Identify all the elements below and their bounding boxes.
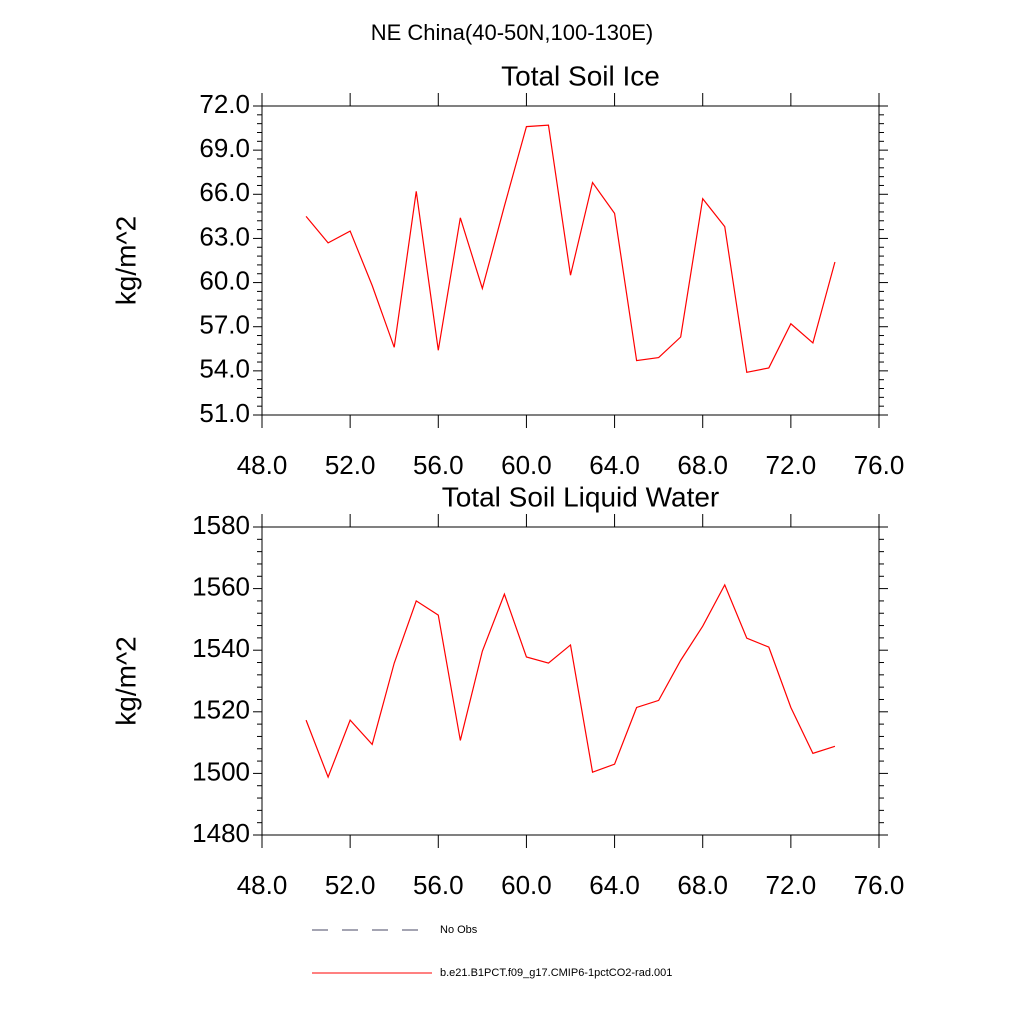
data-line bbox=[305, 124, 836, 374]
x-tick-label: 56.0 bbox=[413, 450, 464, 480]
figure-title: NE China(40-50N,100-130E) bbox=[371, 20, 654, 45]
x-tick-label: 64.0 bbox=[589, 450, 640, 480]
y-tick-label: 1580 bbox=[192, 510, 250, 540]
y-tick-label: 1500 bbox=[192, 756, 250, 786]
y-tick-label: 72.0 bbox=[199, 89, 250, 119]
legend-label: b.e21.B1PCT.f09_g17.CMIP6-1pctCO2-rad.00… bbox=[440, 967, 672, 979]
x-tick-label: 48.0 bbox=[237, 870, 288, 900]
x-tick-label: 60.0 bbox=[501, 450, 552, 480]
y-tick-label: 69.0 bbox=[199, 133, 250, 163]
y-tick-label: 1520 bbox=[192, 695, 250, 725]
panel-title: Total Soil Liquid Water bbox=[442, 481, 720, 512]
x-tick-label: 76.0 bbox=[854, 450, 905, 480]
x-tick-label: 60.0 bbox=[501, 870, 552, 900]
plot-frame bbox=[261, 105, 880, 416]
x-tick-label: 76.0 bbox=[854, 870, 905, 900]
x-tick-label: 72.0 bbox=[766, 450, 817, 480]
x-tick-label: 52.0 bbox=[325, 450, 376, 480]
x-tick-label: 68.0 bbox=[677, 450, 728, 480]
y-tick-label: 1560 bbox=[192, 571, 250, 601]
y-axis-label: kg/m^2 bbox=[110, 636, 141, 725]
y-tick-label: 1540 bbox=[192, 633, 250, 663]
y-tick-label: 54.0 bbox=[199, 354, 250, 384]
y-tick-label: 63.0 bbox=[199, 221, 250, 251]
x-tick-label: 64.0 bbox=[589, 870, 640, 900]
y-axis-label: kg/m^2 bbox=[110, 216, 141, 305]
x-tick-label: 48.0 bbox=[237, 450, 288, 480]
x-tick-label: 56.0 bbox=[413, 870, 464, 900]
data-line bbox=[305, 583, 836, 779]
plot-frame bbox=[261, 526, 880, 836]
y-tick-label: 1480 bbox=[192, 818, 250, 848]
panel-title: Total Soil Ice bbox=[501, 60, 660, 91]
x-tick-label: 72.0 bbox=[766, 870, 817, 900]
y-tick-label: 66.0 bbox=[199, 177, 250, 207]
y-tick-label: 57.0 bbox=[199, 310, 250, 340]
legend-label: No Obs bbox=[440, 924, 478, 936]
y-tick-label: 51.0 bbox=[199, 398, 250, 428]
x-tick-label: 52.0 bbox=[325, 870, 376, 900]
x-tick-label: 68.0 bbox=[677, 870, 728, 900]
y-tick-label: 60.0 bbox=[199, 265, 250, 295]
